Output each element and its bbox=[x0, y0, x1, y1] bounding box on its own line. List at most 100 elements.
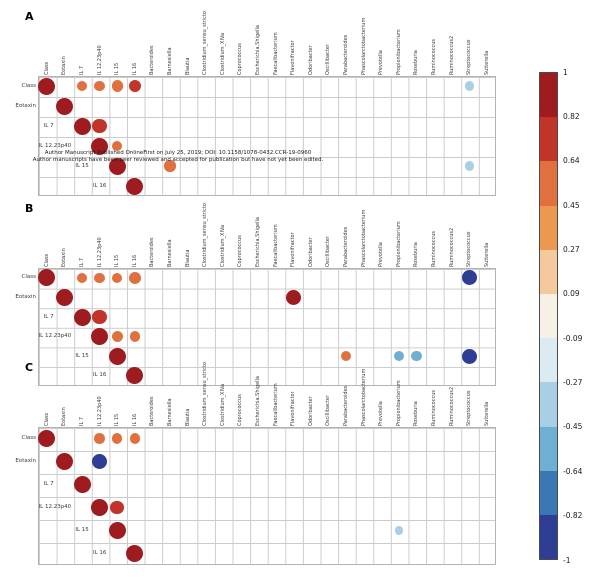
legend-band bbox=[540, 338, 557, 383]
legend-tick: 0.82 bbox=[563, 111, 580, 121]
column-label: Clostridium_XIVa bbox=[219, 224, 226, 267]
column-label: Clostridium_XIVa bbox=[219, 383, 226, 426]
column-label: Clostridium_sensu_stricto bbox=[202, 203, 209, 267]
corr-circle bbox=[461, 270, 477, 286]
column-label: Barnesiella bbox=[167, 239, 173, 267]
column-label: Ruminococcus bbox=[431, 231, 437, 267]
column-label: IL 12.23p40 bbox=[96, 237, 103, 267]
column-label: Roseburia bbox=[413, 242, 420, 267]
column-label: Prevotella bbox=[378, 242, 385, 267]
corr-circle bbox=[111, 433, 123, 444]
column-label: Bacteroides bbox=[149, 45, 156, 75]
corr-circle bbox=[38, 77, 56, 95]
column-label: Escherichia.Shigella bbox=[255, 376, 261, 426]
column-label: Barnesiella bbox=[167, 47, 173, 75]
column-label: IL 15 bbox=[114, 413, 121, 426]
column-label: Blautia bbox=[184, 249, 191, 267]
corr-circle bbox=[108, 347, 126, 365]
column-label: Ruminococcus2 bbox=[448, 227, 455, 267]
corr-circle bbox=[393, 350, 405, 362]
column-label: Faecalibacterium bbox=[272, 383, 279, 426]
legend-band bbox=[540, 205, 557, 250]
legend-tick: -0.64 bbox=[563, 466, 583, 476]
corr-circle bbox=[164, 160, 176, 172]
corr-circle bbox=[340, 350, 352, 362]
column-label: Parabacteroides bbox=[343, 34, 349, 75]
column-label: Odoribacter bbox=[307, 396, 314, 426]
legend-band bbox=[540, 293, 557, 339]
corr-circle bbox=[464, 81, 474, 91]
column-label: Blautia bbox=[184, 408, 191, 426]
legend-band bbox=[540, 249, 557, 294]
corr-circle bbox=[91, 137, 109, 155]
corr-circle bbox=[128, 271, 141, 284]
watermark: Author Manuscript Published OnlineFirst … bbox=[26, 150, 330, 164]
corr-circle bbox=[111, 140, 123, 152]
column-label: Sutterella bbox=[483, 50, 490, 75]
column-label: Roseburia bbox=[413, 50, 420, 75]
corr-circle bbox=[108, 522, 126, 539]
corr-circle bbox=[285, 289, 301, 305]
column-label: Oscillibacter bbox=[325, 44, 332, 75]
column-label: Streptococcus bbox=[466, 390, 473, 426]
column-label: Eotaxin bbox=[61, 56, 68, 75]
corr-circle bbox=[38, 269, 56, 287]
corr-circle bbox=[76, 272, 88, 284]
legend-band bbox=[540, 161, 557, 206]
panel-label-a: A bbox=[25, 10, 34, 23]
corr-circle bbox=[92, 118, 107, 134]
corr-circle bbox=[55, 453, 73, 470]
column-label: Prevotella bbox=[378, 401, 385, 426]
column-label: Coprococcus bbox=[237, 43, 244, 75]
legend-tick: 0.64 bbox=[563, 156, 580, 166]
column-label: Streptococcus bbox=[466, 39, 473, 75]
column-label: Blautia bbox=[184, 57, 191, 75]
column-label: Coprococcus bbox=[237, 235, 244, 267]
column-label: IL 16 bbox=[131, 413, 138, 426]
row-label: IL 16 bbox=[92, 372, 107, 379]
column-label: Escherichia.Shigella bbox=[255, 217, 261, 267]
column-label: IL 15 bbox=[114, 254, 121, 267]
column-label: Eotaxin bbox=[61, 248, 68, 267]
corr-circle bbox=[76, 80, 88, 92]
color-scale-legend bbox=[539, 72, 558, 560]
column-label: Sutterella bbox=[483, 242, 490, 267]
column-label: Phascolarctobacterium bbox=[360, 17, 367, 75]
column-label: IL 12.23p40 bbox=[96, 45, 103, 75]
column-label: Clostridium_XIVa bbox=[219, 32, 226, 75]
corr-circle bbox=[111, 80, 123, 92]
column-label: Bacteroides bbox=[149, 237, 156, 267]
legend-band bbox=[540, 382, 557, 427]
corr-circle bbox=[92, 453, 108, 470]
corr-circle bbox=[126, 367, 144, 385]
row-label: Class bbox=[21, 274, 36, 281]
corr-circle bbox=[73, 476, 91, 493]
corr-circle bbox=[129, 433, 141, 444]
corr-circle bbox=[55, 288, 73, 306]
legend-band bbox=[540, 117, 557, 162]
column-label: Eotaxin bbox=[61, 407, 68, 426]
column-label: Parabacteroides bbox=[343, 385, 349, 426]
column-label: Escherichia.Shigella bbox=[255, 25, 261, 75]
corr-circle bbox=[73, 117, 91, 135]
row-label: IL 15 bbox=[75, 527, 89, 533]
column-label: Phascolarctobacterium bbox=[360, 368, 367, 426]
corr-circle bbox=[461, 348, 477, 364]
row-label: IL 12.23p40 bbox=[38, 333, 72, 340]
row-label: IL 15 bbox=[75, 162, 89, 169]
column-label: Faecalibacterium bbox=[272, 32, 279, 75]
column-label: Clostridium_sensu_stricto bbox=[202, 11, 209, 75]
row-label: IL 7 bbox=[43, 122, 54, 129]
column-label: Ruminococcus2 bbox=[448, 35, 455, 75]
column-label: IL 12.23p40 bbox=[96, 396, 103, 426]
row-label: IL 16 bbox=[92, 182, 107, 189]
corr-circle bbox=[128, 79, 141, 93]
corr-circle bbox=[94, 272, 105, 284]
column-label: Oscillibacter bbox=[325, 395, 332, 426]
corr-circle bbox=[108, 157, 126, 175]
column-label: IL 16 bbox=[131, 62, 138, 75]
corr-circle bbox=[126, 177, 144, 195]
column-label: Parabacteroides bbox=[343, 226, 349, 267]
column-label: Ruminococcus2 bbox=[448, 386, 455, 426]
